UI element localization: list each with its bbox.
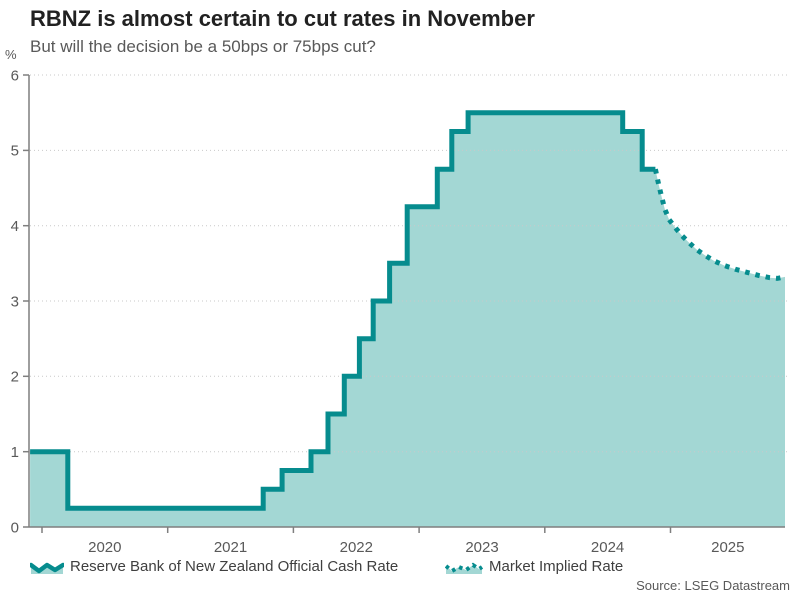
x-tick-label-2020: 2020	[88, 539, 121, 556]
y-tick-label-5: 5	[11, 143, 19, 160]
area-series-icon	[30, 562, 64, 574]
y-tick-label-1: 1	[11, 444, 19, 461]
y-tick-label-4: 4	[11, 218, 19, 235]
x-tick-label-2023: 2023	[465, 539, 498, 556]
y-tick-label-6: 6	[11, 67, 19, 84]
x-tick-label-2024: 2024	[591, 539, 624, 556]
x-tick-label-2025: 2025	[711, 539, 744, 556]
dotted-series-icon	[445, 562, 483, 574]
y-tick-label-2: 2	[11, 369, 19, 386]
series-area-fill	[30, 112, 786, 527]
x-tick-label-2022: 2022	[340, 539, 373, 556]
series-line-official-cash-rate	[30, 110, 656, 511]
legend-item-official-cash-rate: Reserve Bank of New Zealand Official Cas…	[30, 558, 398, 575]
source-attribution: Source: LSEG Datastream	[636, 578, 790, 593]
series-line-market-implied-rate	[652, 168, 786, 281]
chart-subtitle: But will the decision be a 50bps or 75bp…	[30, 37, 376, 56]
y-tick-label-0: 0	[11, 519, 19, 536]
legend-label-official-cash-rate: Reserve Bank of New Zealand Official Cas…	[70, 558, 399, 575]
x-tick-label-2021: 2021	[214, 539, 247, 556]
chart-title: RBNZ is almost certain to cut rates in N…	[30, 6, 535, 31]
y-tick-label-3: 3	[11, 293, 19, 310]
legend-label-market-implied-rate: Market Implied Rate	[489, 558, 624, 575]
legend-item-market-implied-rate: Market Implied Rate	[445, 558, 623, 575]
y-axis-unit-label: %	[5, 47, 17, 62]
legend: Reserve Bank of New Zealand Official Cas…	[0, 558, 801, 578]
